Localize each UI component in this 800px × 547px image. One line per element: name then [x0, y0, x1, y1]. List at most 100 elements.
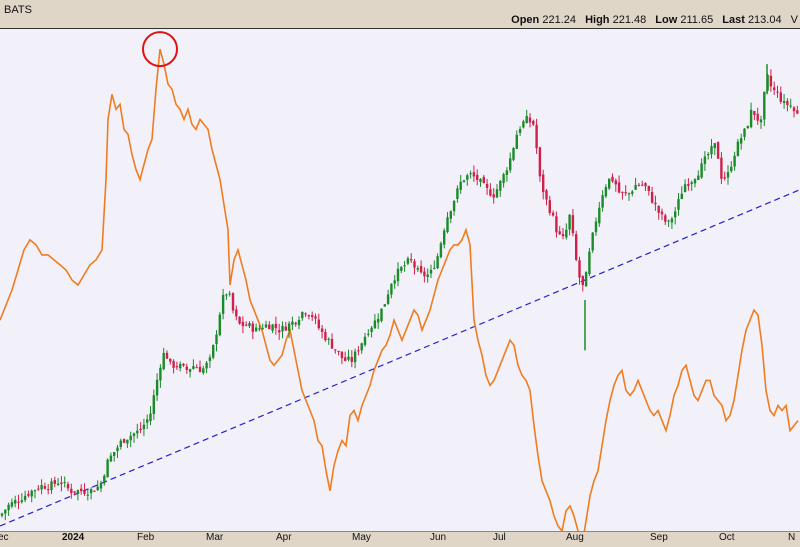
candle-body: [561, 234, 565, 237]
candle-body: [555, 216, 558, 233]
candle-body: [20, 500, 23, 503]
candle-body: [551, 212, 555, 216]
candle-body: [327, 338, 330, 340]
candle-body: [396, 268, 400, 282]
candle-body: [139, 428, 142, 431]
candle-body: [383, 304, 386, 307]
candle-body: [330, 339, 334, 349]
candle-body: [462, 180, 466, 182]
candle-body: [198, 366, 202, 373]
candle-body: [83, 490, 86, 494]
candle-body: [165, 352, 169, 359]
candle-body: [753, 110, 756, 115]
candle-body: [274, 323, 278, 329]
candle-body: [449, 211, 452, 219]
candle-body: [680, 193, 683, 200]
candle-body: [192, 366, 195, 369]
candle-body: [146, 419, 149, 423]
candle-body: [423, 271, 426, 277]
candle-body: [657, 205, 660, 213]
candle-body: [588, 251, 591, 275]
candle-body: [53, 480, 56, 484]
candle-body: [14, 500, 17, 504]
open-label: Open: [511, 14, 540, 26]
candle-body: [763, 91, 766, 120]
candle-body: [142, 424, 146, 430]
candle-body: [89, 489, 93, 494]
candle-body: [406, 258, 410, 264]
candle-body: [614, 180, 617, 185]
candle-body: [287, 323, 291, 331]
candle-body: [7, 504, 10, 511]
header-bar: BATS Open 221.24 High 221.48 Low 211.65 …: [0, 0, 800, 29]
candle-body: [792, 107, 796, 112]
candle-body: [80, 488, 83, 492]
candle-body: [307, 315, 311, 317]
candle-body: [208, 357, 212, 361]
x-tick-label: 2024: [62, 532, 85, 543]
candle-body: [60, 482, 63, 485]
candle-body: [215, 334, 218, 345]
candle-body: [10, 502, 14, 507]
trend-line: [0, 189, 800, 527]
candle-body: [502, 174, 505, 183]
candle-body: [416, 268, 419, 270]
candle-body: [251, 323, 254, 332]
candle-body: [452, 200, 456, 212]
candle-body: [377, 318, 380, 323]
candle-body: [182, 363, 185, 366]
candle-body: [634, 185, 637, 190]
candle-body: [733, 155, 736, 167]
peak-highlight-circle: [142, 31, 178, 68]
candle-body: [103, 475, 106, 484]
candle-body: [162, 352, 165, 370]
candle-body: [710, 146, 713, 155]
candle-body: [575, 234, 578, 260]
candle-body: [291, 321, 294, 325]
candle-body: [482, 176, 485, 184]
last-value: 213.04: [747, 14, 782, 26]
candle-body: [789, 105, 792, 107]
candle-body: [542, 174, 545, 193]
candle-body: [271, 324, 274, 331]
candle-body: [347, 356, 350, 360]
candle-body: [56, 483, 60, 485]
candle-body: [637, 184, 641, 186]
candle-body: [400, 267, 403, 271]
ohlc-readout: Open 221.24 High 221.48 Low 211.65 Last …: [511, 14, 798, 26]
candle-body: [436, 256, 439, 269]
open-value: 221.24: [542, 14, 576, 26]
candle-body: [545, 190, 548, 200]
candle-body: [786, 100, 789, 106]
x-tick-label: Aug: [566, 532, 584, 543]
candle-body: [179, 364, 182, 369]
candle-body: [581, 275, 584, 286]
high-value: 221.48: [612, 14, 647, 26]
candle-body: [439, 243, 443, 258]
candle-body: [479, 178, 482, 182]
candle-body: [212, 345, 215, 358]
candle-body: [492, 194, 495, 198]
candle-body: [489, 189, 492, 196]
candle-body: [641, 184, 644, 186]
candle-body: [713, 143, 716, 149]
candle-body: [591, 232, 594, 251]
candle-body: [769, 75, 773, 87]
candle-body: [700, 163, 703, 178]
price-chart[interactable]: [0, 29, 800, 531]
candle-body: [221, 294, 225, 315]
candle-body: [172, 361, 175, 368]
candle-body: [670, 218, 674, 223]
candle-body: [17, 501, 20, 503]
candle-body: [726, 172, 730, 178]
candle-body: [99, 482, 103, 489]
candle-body: [320, 328, 324, 332]
candle-body: [644, 183, 647, 187]
candle-body: [116, 447, 119, 452]
candle-body: [294, 322, 297, 325]
candle-body: [159, 367, 162, 381]
candle-body: [667, 220, 670, 222]
candle-body: [528, 117, 532, 123]
candle-body: [93, 490, 96, 492]
candle-body: [73, 491, 76, 493]
